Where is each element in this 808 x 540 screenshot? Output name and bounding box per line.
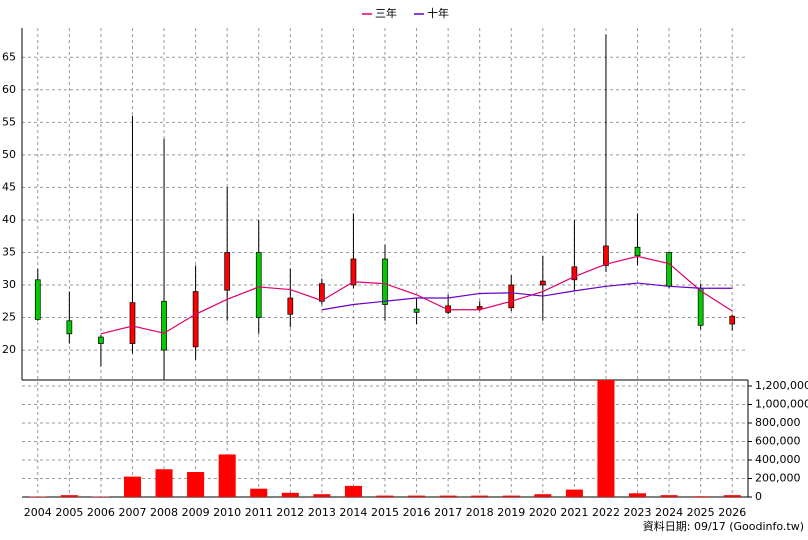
candle-body (539, 280, 546, 286)
candle-body (287, 297, 294, 315)
candle-body (571, 266, 578, 281)
x-tick-label: 2010 (213, 506, 241, 519)
x-tick-label: 2025 (687, 506, 715, 519)
y-tick-label: 25 (2, 311, 16, 324)
legend-label: 十年 (427, 6, 449, 20)
candle-body (129, 302, 136, 344)
y2-tick-label: 1,200,000 (755, 379, 808, 392)
volume-bar (187, 472, 205, 497)
volume-bar (534, 494, 552, 497)
volume-bar (471, 495, 489, 497)
volume-bar (250, 488, 268, 497)
candle-body (666, 252, 672, 287)
volume-bar (439, 495, 457, 497)
x-tick-label: 2015 (371, 506, 399, 519)
y-tick-label: 20 (2, 343, 16, 356)
candle-body (603, 245, 609, 266)
candle-body (192, 291, 199, 348)
x-tick-label: 2006 (87, 506, 115, 519)
y2-tick-label: 200,000 (755, 472, 801, 485)
y-tick-label: 45 (2, 180, 16, 193)
volume-bar (660, 495, 678, 497)
x-tick-label: 2005 (55, 506, 83, 519)
y2-tick-label: 0 (755, 490, 762, 503)
volume-bar (723, 495, 741, 497)
volume-bar (597, 380, 615, 497)
volume-bar (628, 493, 647, 497)
candle-body (729, 315, 736, 325)
volume-bar (565, 489, 583, 497)
candle-body (319, 283, 325, 302)
candle-body (224, 252, 231, 291)
x-tick-label: 2013 (308, 506, 336, 519)
candle-body (508, 284, 515, 309)
x-tick-label: 2012 (276, 506, 304, 519)
x-tick-label: 2017 (434, 506, 462, 519)
legend-label: 三年 (375, 6, 397, 20)
y-tick-label: 35 (2, 245, 16, 258)
volume-bar (123, 476, 142, 497)
candle-body (34, 279, 41, 320)
candle-body (382, 258, 388, 305)
volume-bar (376, 495, 394, 497)
candle-body (255, 252, 262, 318)
x-tick-label: 2008 (150, 506, 178, 519)
y-tick-label: 60 (2, 83, 16, 96)
x-tick-label: 2023 (624, 506, 652, 519)
x-tick-label: 2022 (592, 506, 620, 519)
y-tick-label: 30 (2, 278, 16, 291)
volume-bar (218, 454, 236, 497)
volume-bar (692, 496, 710, 497)
candle-body (413, 308, 420, 313)
x-tick-label: 2026 (718, 506, 746, 519)
candle-body (350, 258, 357, 286)
y-tick-label: 65 (2, 50, 16, 63)
y-tick-label: 55 (2, 115, 16, 128)
volume-bar (344, 485, 362, 497)
candle-body (634, 246, 641, 257)
x-tick-label: 2016 (403, 506, 431, 519)
x-tick-label: 2018 (466, 506, 494, 519)
y2-tick-label: 600,000 (755, 435, 801, 448)
candle-body (697, 287, 704, 326)
candle-body (98, 336, 104, 344)
volume-bar (60, 495, 78, 497)
volume-bar (155, 469, 173, 497)
x-tick-label: 2009 (182, 506, 210, 519)
y2-tick-label: 400,000 (755, 453, 801, 466)
x-tick-label: 2014 (339, 506, 367, 519)
x-tick-label: 2011 (245, 506, 273, 519)
ma-line (321, 282, 733, 311)
footer: 資料日期: 09/17 (Goodinfo.tw) (643, 519, 804, 533)
volume-bar (408, 495, 426, 497)
y-tick-label: 40 (2, 213, 16, 226)
x-tick-label: 2020 (529, 506, 557, 519)
volume-bar (313, 494, 331, 497)
x-tick-label: 2004 (24, 506, 52, 519)
candle-body (476, 306, 483, 310)
y-tick-label: 50 (2, 148, 16, 161)
y2-tick-label: 1,000,000 (755, 398, 808, 411)
candle-body (66, 320, 73, 335)
volume-bar (281, 492, 299, 497)
y2-tick-label: 800,000 (755, 416, 801, 429)
volume-bar (502, 495, 520, 497)
x-tick-label: 2019 (497, 506, 525, 519)
ma-line (100, 255, 733, 335)
x-tick-label: 2024 (655, 506, 683, 519)
x-tick-label: 2021 (560, 506, 588, 519)
x-tick-label: 2007 (118, 506, 146, 519)
candle-body (161, 300, 167, 351)
